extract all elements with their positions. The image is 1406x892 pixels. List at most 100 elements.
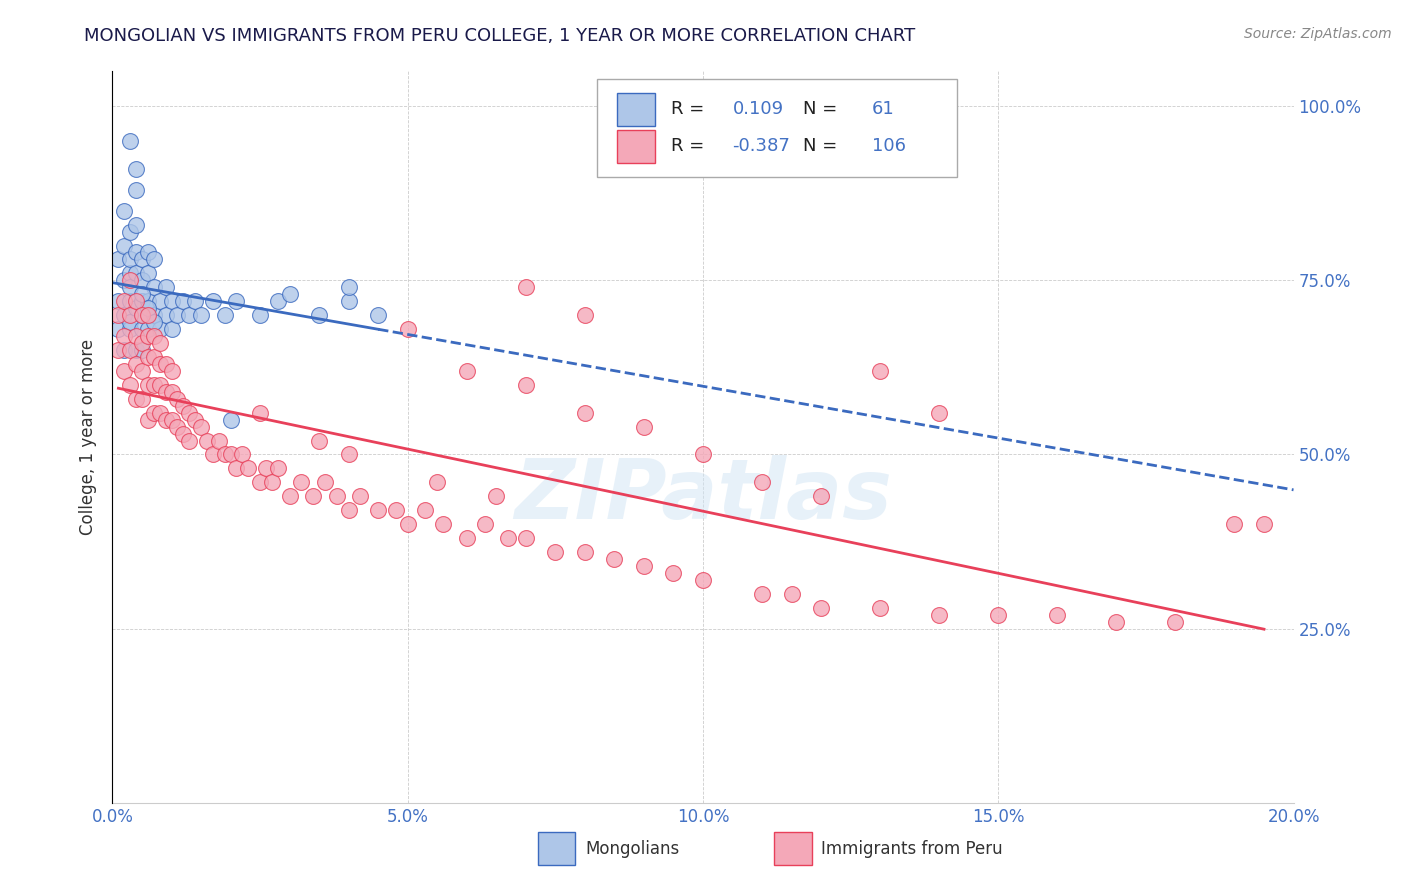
- Text: N =: N =: [803, 101, 838, 119]
- Point: [142, 406, 165, 420]
- Point: [131, 336, 153, 351]
- Point: [155, 384, 177, 399]
- Point: [120, 280, 142, 294]
- Point: [201, 448, 224, 462]
- Point: [337, 280, 360, 294]
- Point: [131, 343, 153, 357]
- Point: [214, 448, 236, 462]
- Point: [179, 308, 201, 322]
- Point: [326, 489, 349, 503]
- Point: [751, 587, 773, 601]
- Text: Source: ZipAtlas.com: Source: ZipAtlas.com: [1244, 27, 1392, 41]
- Point: [107, 343, 129, 357]
- Point: [780, 587, 803, 601]
- Point: [308, 434, 330, 448]
- Point: [249, 406, 271, 420]
- Text: 61: 61: [872, 101, 894, 119]
- Point: [219, 448, 242, 462]
- Point: [149, 294, 172, 309]
- Point: [367, 503, 389, 517]
- Point: [515, 377, 537, 392]
- Point: [190, 308, 212, 322]
- Point: [179, 406, 201, 420]
- Point: [112, 343, 135, 357]
- Point: [112, 308, 135, 322]
- Point: [107, 252, 129, 267]
- Point: [238, 461, 260, 475]
- Point: [166, 308, 188, 322]
- Point: [337, 503, 360, 517]
- Point: [107, 322, 129, 336]
- Point: [112, 329, 135, 343]
- Point: [544, 545, 567, 559]
- Point: [692, 573, 714, 587]
- Point: [131, 392, 153, 406]
- Point: [131, 364, 153, 378]
- Point: [149, 377, 172, 392]
- Point: [131, 273, 153, 287]
- Point: [633, 419, 655, 434]
- Point: [278, 489, 301, 503]
- Point: [249, 308, 271, 322]
- Point: [149, 357, 172, 371]
- Point: [142, 252, 165, 267]
- Point: [574, 308, 596, 322]
- Point: [136, 350, 159, 364]
- Y-axis label: College, 1 year or more: College, 1 year or more: [79, 339, 97, 535]
- Point: [136, 301, 159, 316]
- Point: [172, 294, 194, 309]
- Point: [385, 503, 408, 517]
- Point: [515, 280, 537, 294]
- Point: [120, 273, 142, 287]
- Point: [149, 322, 172, 336]
- Point: [155, 308, 177, 322]
- Point: [112, 203, 135, 218]
- Point: [692, 448, 714, 462]
- Bar: [617, 94, 655, 126]
- Point: [125, 183, 148, 197]
- Point: [172, 426, 194, 441]
- Point: [142, 315, 165, 329]
- Bar: [537, 832, 575, 865]
- Point: [810, 600, 832, 615]
- Point: [160, 384, 183, 399]
- Point: [201, 294, 224, 309]
- Bar: [617, 130, 655, 163]
- Text: 106: 106: [872, 137, 905, 155]
- Point: [485, 489, 508, 503]
- Point: [131, 308, 153, 322]
- Point: [131, 322, 153, 336]
- Point: [125, 343, 148, 357]
- Point: [987, 607, 1010, 622]
- Point: [125, 392, 148, 406]
- Point: [415, 503, 437, 517]
- Point: [120, 377, 142, 392]
- Point: [574, 406, 596, 420]
- Point: [166, 419, 188, 434]
- Point: [302, 489, 325, 503]
- Text: N =: N =: [803, 137, 838, 155]
- Point: [1223, 517, 1246, 532]
- Point: [160, 322, 183, 336]
- Point: [810, 489, 832, 503]
- Bar: [773, 832, 811, 865]
- Point: [112, 238, 135, 252]
- Point: [112, 294, 135, 309]
- Point: [869, 600, 891, 615]
- Point: [112, 273, 135, 287]
- Point: [225, 294, 247, 309]
- Point: [131, 294, 153, 309]
- Point: [125, 301, 148, 316]
- Point: [267, 294, 290, 309]
- FancyBboxPatch shape: [596, 78, 957, 178]
- Point: [633, 558, 655, 573]
- Point: [131, 308, 153, 322]
- Point: [184, 294, 207, 309]
- Point: [349, 489, 371, 503]
- Point: [136, 308, 159, 322]
- Point: [337, 448, 360, 462]
- Point: [179, 434, 201, 448]
- Text: -0.387: -0.387: [733, 137, 790, 155]
- Point: [214, 308, 236, 322]
- Point: [208, 434, 231, 448]
